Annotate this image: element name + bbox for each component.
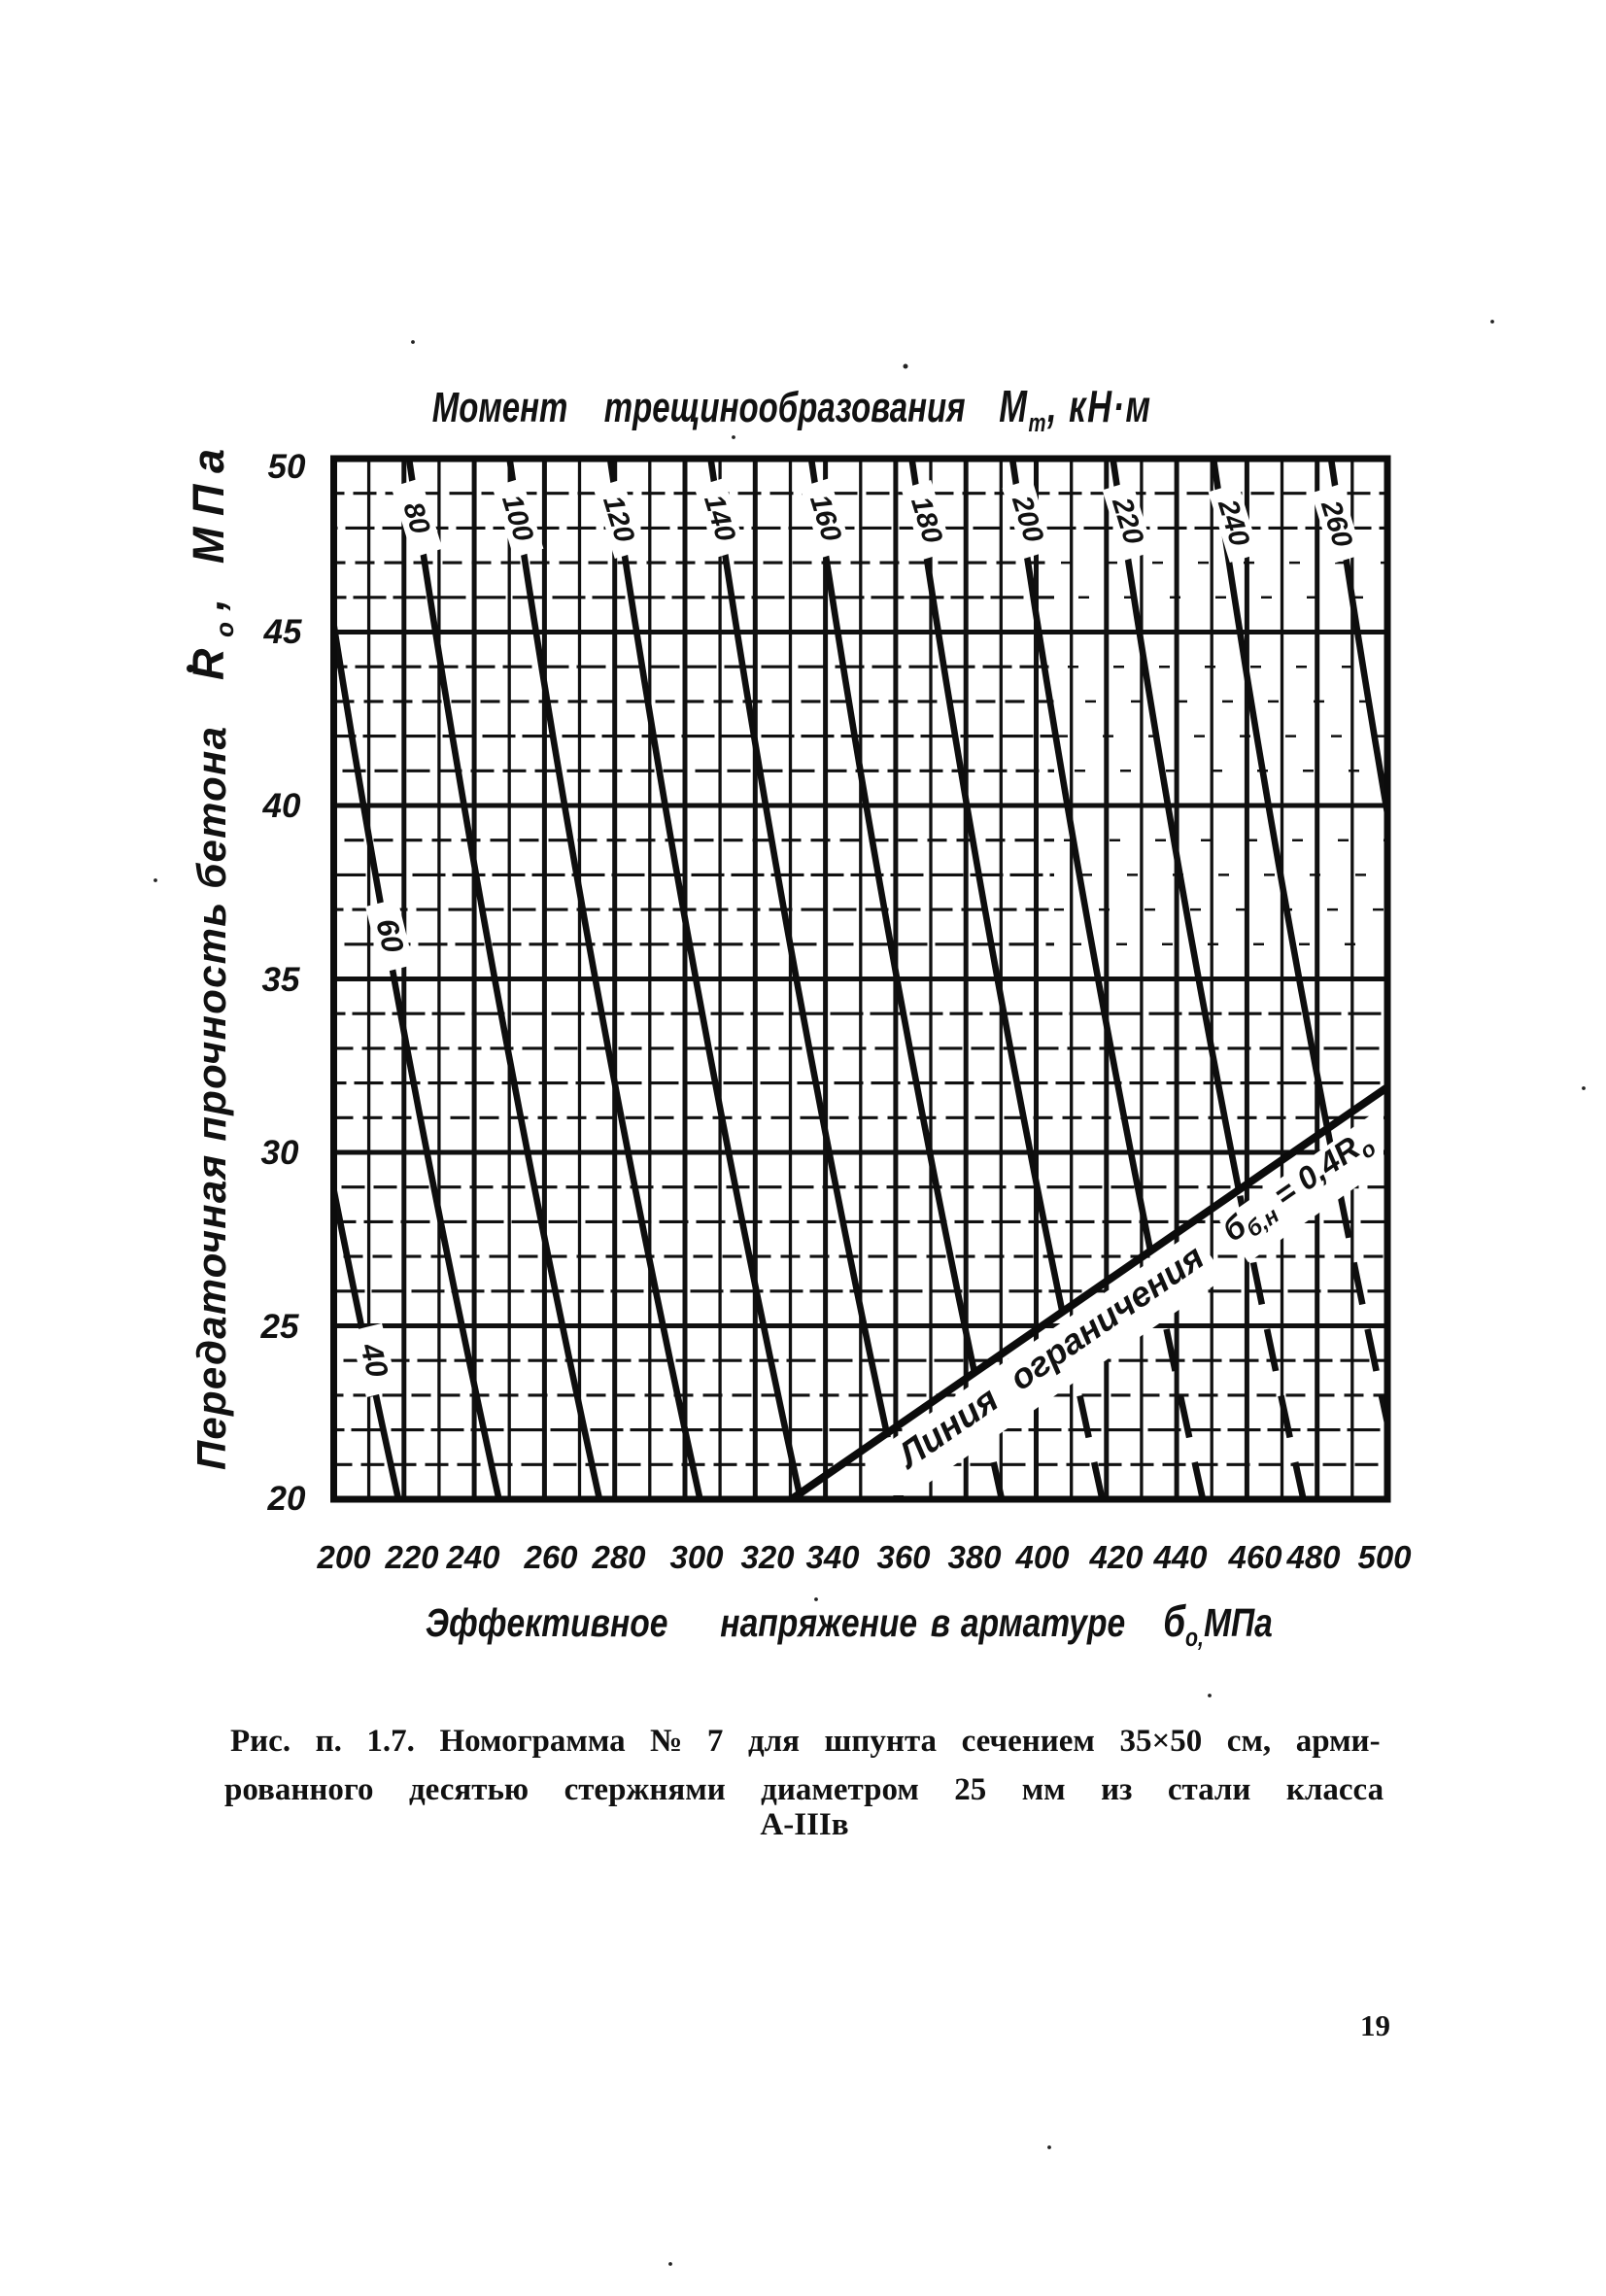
svg-text:30: 30 — [261, 1134, 299, 1172]
svg-text:440: 440 — [1152, 1539, 1208, 1575]
svg-text:200: 200 — [316, 1539, 371, 1575]
svg-text:280: 280 — [591, 1539, 646, 1575]
svg-text:220: 220 — [384, 1539, 439, 1575]
svg-text:рованного десятью стержнями ди: рованного десятью стержнями диаметром 25… — [224, 1772, 1384, 1807]
svg-text:380: 380 — [947, 1539, 1002, 1575]
svg-text:20: 20 — [267, 1480, 306, 1518]
svg-text:А-IIIв: А-IIIв — [760, 1807, 848, 1842]
svg-text:300: 300 — [669, 1539, 724, 1575]
svg-text:240: 240 — [445, 1539, 500, 1575]
svg-text:400: 400 — [1014, 1539, 1070, 1575]
svg-text:19: 19 — [1360, 2008, 1390, 2042]
svg-text:бо,МПа: бо,МПа — [1163, 1597, 1273, 1653]
svg-text:40: 40 — [354, 1339, 395, 1381]
svg-text:500: 500 — [1357, 1539, 1412, 1575]
svg-text:Эффективное: Эффективное — [426, 1600, 668, 1645]
svg-text:45: 45 — [263, 613, 302, 651]
svg-text:35: 35 — [262, 961, 300, 999]
svg-text:360: 360 — [876, 1539, 931, 1575]
svg-text:480: 480 — [1285, 1539, 1341, 1575]
svg-text:Передаточная прочность бетон: Передаточная прочность бетона — [188, 727, 234, 1470]
svg-text:арматуре: арматуре — [961, 1600, 1125, 1645]
svg-text:460: 460 — [1227, 1539, 1282, 1575]
svg-text:в: в — [931, 1600, 950, 1645]
svg-text:60: 60 — [369, 915, 410, 956]
svg-text:40: 40 — [262, 787, 301, 825]
svg-text:420: 420 — [1088, 1539, 1144, 1575]
svg-text:напряжение: напряжение — [720, 1600, 917, 1645]
svg-text:260: 260 — [523, 1539, 578, 1575]
svg-text:340: 340 — [805, 1539, 860, 1575]
svg-text:50: 50 — [268, 448, 306, 486]
svg-text:трещинообразования: трещинообразования — [604, 385, 966, 432]
svg-text:Мт, кН·м: Мт, кН·м — [999, 381, 1151, 438]
svg-text:25: 25 — [260, 1308, 299, 1346]
svg-text:Момент: Момент — [432, 385, 568, 432]
svg-text:320: 320 — [740, 1539, 795, 1575]
svg-text:Рис. п. 1.7. Номограмма № 7 дл: Рис. п. 1.7. Номограмма № 7 для шпунта с… — [230, 1724, 1381, 1759]
